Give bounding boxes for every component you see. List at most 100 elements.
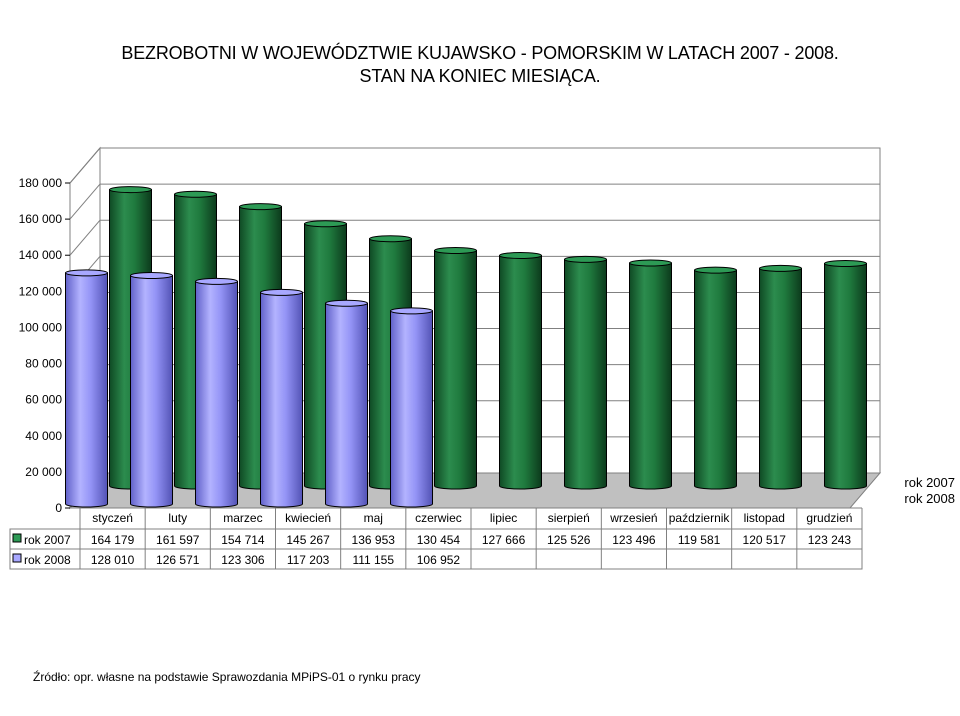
cylinder-body <box>325 302 368 508</box>
data-label: 123 306 <box>221 553 265 567</box>
y-tick-label: 20 000 <box>25 465 62 479</box>
data-label: 123 496 <box>612 533 656 547</box>
gridline-side <box>69 219 101 256</box>
cylinder-body <box>499 254 542 490</box>
cylinder-top <box>325 299 368 307</box>
y-tick-label: 60 000 <box>25 393 62 407</box>
cylinder-top <box>629 259 672 267</box>
cylinder-top <box>369 235 412 243</box>
data-label: 120 517 <box>743 533 787 547</box>
cylinder-top <box>65 269 108 277</box>
bar-2007-11 <box>759 264 802 490</box>
y-tick-label: 0 <box>55 501 62 515</box>
cylinder-body <box>260 291 303 508</box>
data-label: 164 179 <box>91 533 135 547</box>
bar-2008-5 <box>325 299 368 508</box>
cylinder-top <box>130 271 173 279</box>
source-note: Źródło: opr. własne na podstawie Sprawoz… <box>33 670 421 684</box>
table-row-label: rok 2008 <box>24 553 71 567</box>
data-label: 106 952 <box>417 553 461 567</box>
cylinder-body <box>65 272 108 508</box>
y-tick-label: 80 000 <box>25 357 62 371</box>
x-tick-label: kwiecień <box>285 511 331 525</box>
cylinder-top <box>174 190 217 198</box>
x-tick-label: październik <box>669 511 731 525</box>
x-tick-label: luty <box>168 511 187 525</box>
cylinder-top <box>694 266 737 274</box>
cylinder-body <box>195 280 238 508</box>
bar-2008-3 <box>195 277 238 508</box>
data-label: 117 203 <box>287 553 330 567</box>
y-tick-label: 40 000 <box>25 429 62 443</box>
cylinder-body <box>759 267 802 490</box>
cylinder-top <box>239 203 282 211</box>
y-tick-label: 180 000 <box>19 176 63 190</box>
bar-2007-12 <box>824 259 867 490</box>
chart-title-line-2: STAN NA KONIEC MIESIĄCA. <box>359 66 601 86</box>
data-table: styczeń luty marzec kwiecień maj czerwiec lipi… <box>9 507 863 570</box>
data-label: 154 714 <box>221 533 265 547</box>
data-label: 111 155 <box>352 553 394 567</box>
data-label: 127 666 <box>482 533 526 547</box>
gridline-side <box>69 183 101 220</box>
data-label: 123 243 <box>808 533 852 547</box>
x-tick-label: marzec <box>223 511 262 525</box>
data-label: 136 953 <box>352 533 396 547</box>
cylinder-body <box>629 262 672 490</box>
data-label: 145 267 <box>286 533 330 547</box>
data-label: 125 526 <box>547 533 591 547</box>
bar-2007-8 <box>564 255 607 490</box>
chart-title-line-1: BEZROBOTNI W WOJEWÓDZTWIE KUJAWSKO - POM… <box>121 43 839 63</box>
data-label: 126 571 <box>156 553 200 567</box>
y-tick-label: 100 000 <box>19 320 63 334</box>
chart-title: BEZROBOTNI W WOJEWÓDZTWIE KUJAWSKO - POM… <box>0 42 960 88</box>
data-label: 119 581 <box>678 533 721 547</box>
bar-2007-9 <box>629 259 672 490</box>
x-tick-label: maj <box>364 511 383 525</box>
x-tick-label: styczeń <box>92 511 133 525</box>
cylinder-top <box>260 288 303 296</box>
cylinder-top <box>499 251 542 259</box>
y-tick-label: 140 000 <box>19 248 63 262</box>
x-tick-label: wrzesień <box>609 511 657 525</box>
cylinder-body <box>564 258 607 490</box>
bar-2007-6 <box>434 246 477 490</box>
legend-entry: rok 2008 <box>904 491 955 506</box>
bar-2008-4 <box>260 288 303 508</box>
data-label: 130 454 <box>417 533 461 547</box>
cylinder-top <box>434 246 477 254</box>
table-legend-key <box>12 533 22 543</box>
x-tick-label: sierpień <box>548 511 590 525</box>
cylinder-body <box>390 310 433 508</box>
x-tick-label: grudzień <box>806 511 852 525</box>
cylinder-body <box>824 262 867 490</box>
legend-entry: rok 2007 <box>904 475 955 490</box>
data-label: 128 010 <box>91 553 135 567</box>
cylinder-top <box>304 220 347 228</box>
cylinder-top <box>824 259 867 267</box>
cylinder-top <box>195 277 238 285</box>
cylinder-body <box>434 249 477 490</box>
data-label: 161 597 <box>156 533 200 547</box>
cylinder-top <box>390 307 433 315</box>
cylinder-top <box>109 186 152 194</box>
cylinder-top <box>759 264 802 272</box>
bar-2008-6 <box>390 307 433 508</box>
cylinder-body <box>130 274 173 508</box>
x-tick-label: czerwiec <box>415 511 462 525</box>
x-tick-label: lipiec <box>490 511 517 525</box>
y-tick-label: 120 000 <box>19 284 63 298</box>
table-row-label: rok 2007 <box>24 533 71 547</box>
y-tick-label: 160 000 <box>19 212 63 226</box>
gridline-side <box>69 147 101 184</box>
bar-2008-1 <box>65 269 108 508</box>
bar-2008-2 <box>130 271 173 508</box>
series-2008-bars <box>65 269 433 508</box>
table-legend-key <box>12 553 22 563</box>
bar-2007-7 <box>499 251 542 490</box>
bar-2007-10 <box>694 266 737 490</box>
cylinder-body <box>694 269 737 490</box>
x-tick-label: listopad <box>744 511 785 525</box>
